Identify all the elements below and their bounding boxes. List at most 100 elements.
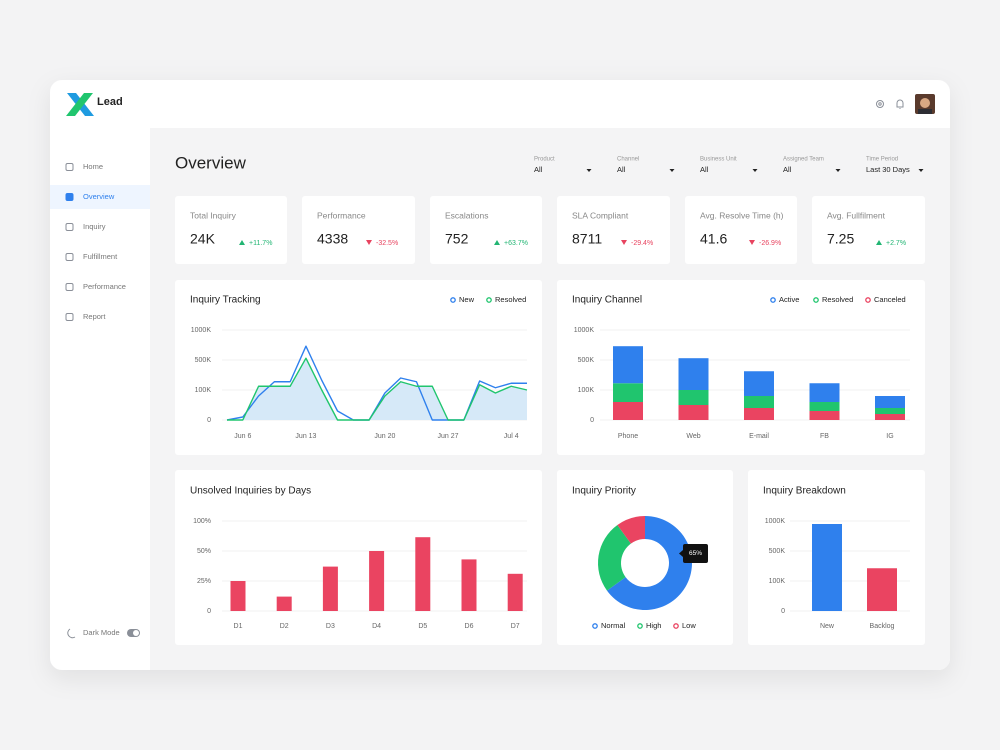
legend-label: New <box>459 295 475 304</box>
legend-label: Low <box>682 621 696 630</box>
y-tick-label: 100K <box>769 578 786 585</box>
bar <box>461 559 477 611</box>
bar-segment <box>678 390 709 405</box>
bar-segment <box>809 383 840 402</box>
nav-icon[interactable] <box>65 223 74 231</box>
chart-title: Inquiry Tracking <box>190 295 261 306</box>
nav-item[interactable]: Fulfillment <box>83 252 118 261</box>
settings-icon[interactable] <box>876 100 884 108</box>
line <box>226 345 527 421</box>
dropdown-caret[interactable] <box>835 169 841 172</box>
filter-label: Channel <box>617 157 639 163</box>
logo[interactable] <box>66 93 94 116</box>
y-tick-label: 1000K <box>191 327 212 334</box>
kpi-card <box>812 196 925 264</box>
nav-icon[interactable] <box>65 163 74 171</box>
bar <box>507 573 523 611</box>
logo-stroke <box>66 93 93 116</box>
bar-segment <box>875 408 905 414</box>
y-tick-label: 1000K <box>765 518 786 525</box>
x-tick-label: New <box>820 623 835 630</box>
kpi-change: -29.4% <box>631 240 653 247</box>
legend-label: Resolved <box>495 295 526 304</box>
dropdown-caret[interactable] <box>752 169 758 172</box>
bar-segment <box>613 402 643 420</box>
chart-title: Inquiry Breakdown <box>763 486 846 497</box>
kpi-card <box>175 196 287 264</box>
x-tick-label: D3 <box>326 623 335 630</box>
dark-mode-label: Dark Mode <box>83 628 120 637</box>
kpi-trend-arrow <box>621 240 627 245</box>
filter-value[interactable]: All <box>534 165 543 174</box>
kpi-trend-arrow <box>494 240 500 245</box>
filter-value[interactable]: Last 30 Days <box>866 165 910 174</box>
bar <box>230 581 246 611</box>
legend-marker <box>450 297 456 303</box>
y-tick-label: 25% <box>197 578 211 585</box>
line <box>227 357 528 421</box>
notification-icon[interactable] <box>896 99 904 109</box>
filter-value[interactable]: All <box>783 165 792 174</box>
kpi-value: 4338 <box>317 231 348 247</box>
bar-segment <box>613 383 643 402</box>
x-tick-label: D7 <box>511 623 520 630</box>
bar <box>322 566 338 611</box>
kpi-label: Escalations <box>445 210 488 220</box>
bar-segment <box>809 402 840 411</box>
nav-icon[interactable] <box>65 193 74 201</box>
kpi-card <box>557 196 670 264</box>
kpi-value: 752 <box>445 231 469 247</box>
bar-segment <box>744 371 774 396</box>
nav-icon[interactable] <box>65 313 74 321</box>
y-tick-label: 100% <box>193 518 211 525</box>
bar-segment <box>875 414 905 420</box>
bar-segment <box>613 346 643 384</box>
kpi-trend-arrow <box>366 240 372 245</box>
bar-segment <box>744 408 774 420</box>
x-tick-label: D2 <box>280 623 289 630</box>
dropdown-caret[interactable] <box>669 169 675 172</box>
filter-label: Business Unit <box>700 157 737 163</box>
kpi-card <box>430 196 542 264</box>
filter-value[interactable]: All <box>700 165 709 174</box>
kpi-label: Avg. Fullfilment <box>827 210 886 220</box>
nav-item[interactable]: Inquiry <box>83 222 106 231</box>
x-tick-label: Jul 4 <box>504 433 519 440</box>
legend-marker <box>486 297 492 303</box>
kpi-trend-arrow <box>239 240 245 245</box>
kpi-change: +63.7% <box>504 240 528 247</box>
x-tick-label: Jun 13 <box>295 433 316 440</box>
nav-item[interactable]: Overview <box>83 192 115 201</box>
area <box>227 358 527 420</box>
x-tick-label: Jun 20 <box>374 433 395 440</box>
nav-item[interactable]: Home <box>83 162 103 171</box>
filter-value[interactable]: All <box>617 165 626 174</box>
bar <box>369 551 385 611</box>
kpi-card <box>685 196 797 264</box>
chart-card <box>557 280 925 455</box>
dropdown-caret[interactable] <box>586 169 592 172</box>
legend-marker <box>770 297 776 303</box>
filter-label: Time Period <box>866 157 898 163</box>
kpi-label: Total Inquiry <box>190 210 237 220</box>
legend-marker <box>592 623 598 629</box>
nav-item[interactable]: Report <box>83 312 106 321</box>
dropdown-caret[interactable] <box>918 169 924 172</box>
dark-mode-toggle[interactable] <box>67 628 140 639</box>
kpi-label: Avg. Resolve Time (h) <box>700 210 784 220</box>
y-tick-label: 100K <box>578 387 595 394</box>
nav-item[interactable]: Performance <box>83 282 126 291</box>
bar <box>867 568 897 611</box>
nav-icon[interactable] <box>65 283 74 291</box>
tooltip-pointer <box>679 550 683 557</box>
legend-label: Resolved <box>822 295 853 304</box>
brand-name: Lead <box>97 96 123 108</box>
kpi-label: SLA Compliant <box>572 210 629 220</box>
tooltip <box>683 544 708 563</box>
bar-segment <box>744 396 774 408</box>
x-tick-label: FB <box>820 433 829 440</box>
nav-icon[interactable] <box>65 253 74 261</box>
avatar[interactable] <box>915 94 935 114</box>
bar-segment <box>875 396 905 408</box>
